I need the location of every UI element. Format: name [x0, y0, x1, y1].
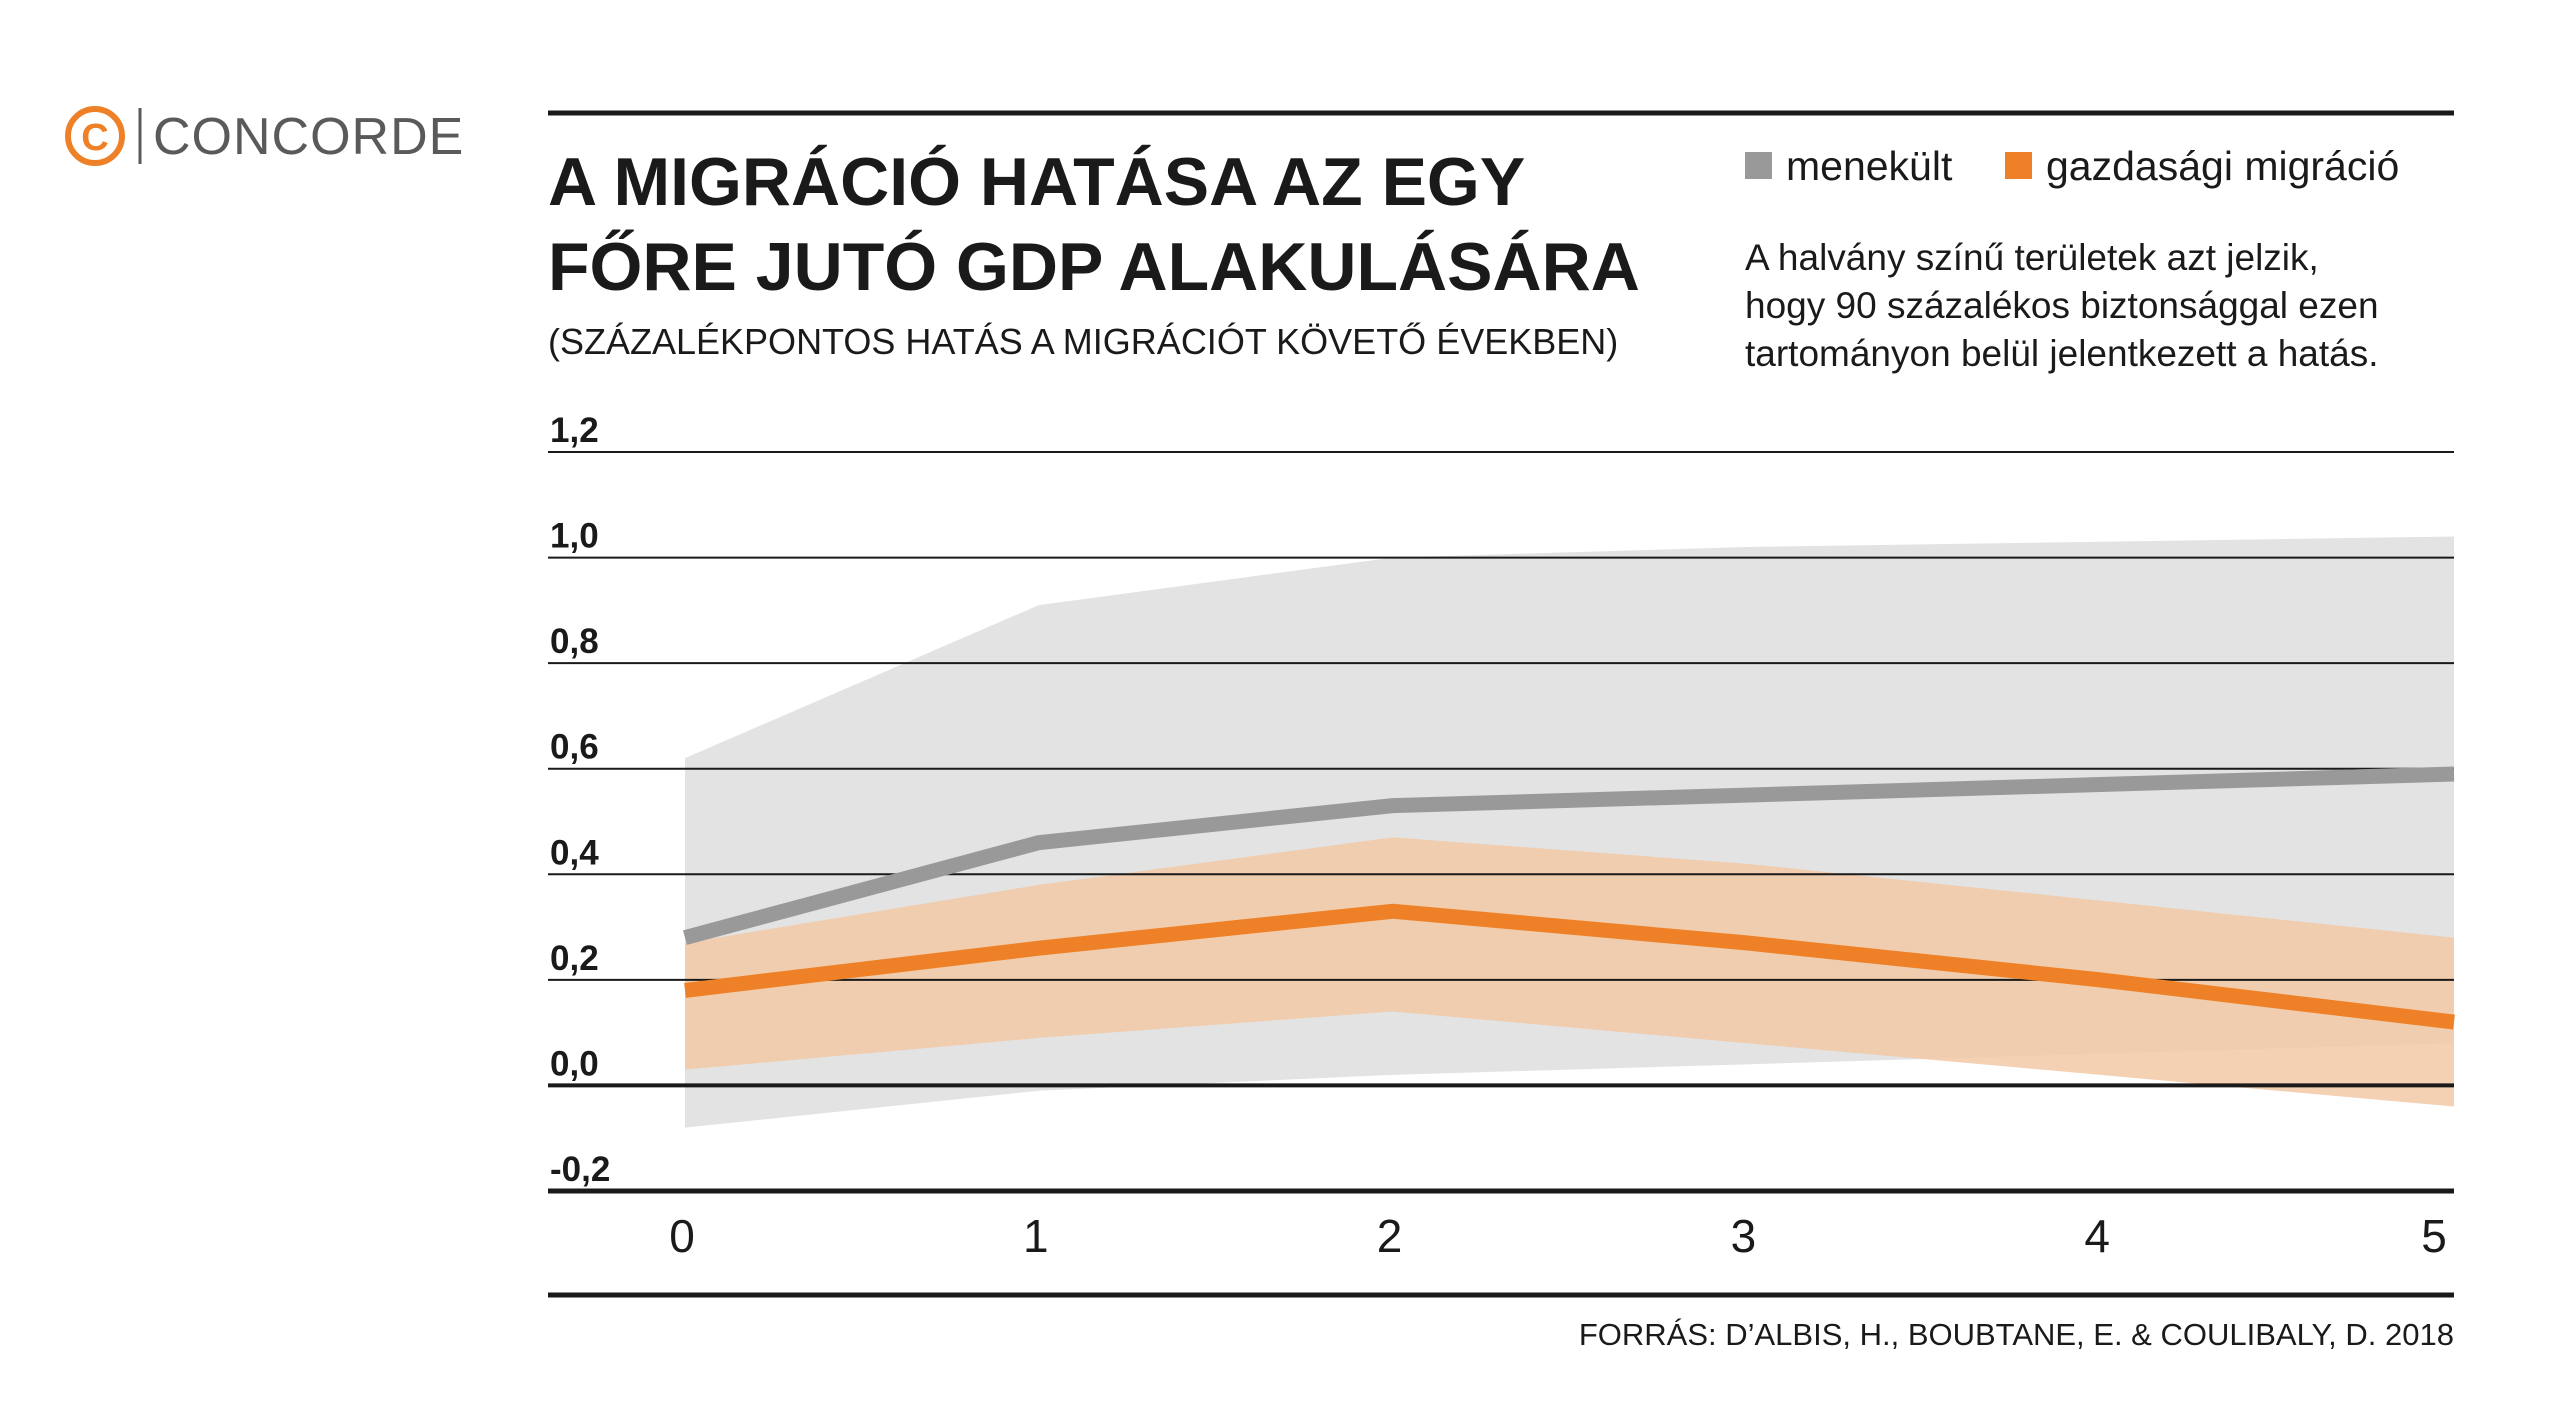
series-lines — [683, 766, 2455, 1030]
logo: C CONCORDE — [65, 106, 464, 166]
y-tick-label: 0,0 — [550, 1044, 599, 1083]
legend-swatch-refugee — [1745, 152, 1772, 179]
gridlines — [548, 451, 2454, 1194]
series-line-refugee — [683, 766, 2455, 945]
x-tick-label: 4 — [2084, 1210, 2110, 1262]
legend-label-economic: gazdasági migráció — [2046, 143, 2399, 189]
y-tick-label: 1,0 — [550, 517, 599, 556]
y-tick-label: 1,2 — [550, 411, 599, 450]
x-tick-label: 3 — [1731, 1210, 1757, 1262]
note-line-1: A halvány színű területek azt jelzik, — [1745, 237, 2319, 278]
y-tick-label: 0,4 — [550, 833, 599, 872]
y-axis-tick-labels: 1,2 1,0 0,8 0,6 0,4 0,2 0,0 -0,2 — [550, 411, 610, 1189]
confidence-band-economic — [685, 837, 2454, 1107]
x-tick-label: 5 — [2421, 1210, 2447, 1262]
legend-label-refugee: menekült — [1786, 143, 1953, 189]
x-axis-tick-labels: 0 1 2 3 4 5 — [669, 1210, 2447, 1262]
logo-c-letter: C — [81, 117, 108, 159]
chart-title-line-2: FŐRE JUTÓ GDP ALAKULÁSÁRA — [548, 229, 1640, 305]
y-tick-label: 0,6 — [550, 728, 599, 767]
logo-text: CONCORDE — [153, 108, 464, 166]
x-tick-label: 0 — [669, 1210, 695, 1262]
confidence-bands — [685, 536, 2454, 1128]
note-line-2: hogy 90 százalékos biztonsággal ezen — [1745, 285, 2379, 326]
chart-subtitle: (SZÁZALÉKPONTOS HATÁS A MIGRÁCIÓT KÖVETŐ… — [548, 321, 1618, 362]
legend-swatch-economic — [2005, 152, 2032, 179]
source-note: FORRÁS: D’ALBIS, H., BOUBTANE, E. & COUL… — [1579, 1317, 2454, 1352]
x-tick-label: 1 — [1023, 1210, 1049, 1262]
x-tick-label: 2 — [1377, 1210, 1403, 1262]
y-tick-label: 0,2 — [550, 939, 599, 978]
chart-title-line-1: A MIGRÁCIÓ HATÁSA AZ EGY — [548, 144, 1525, 220]
note-line-3: tartományon belül jelentkezett a hatás. — [1745, 333, 2379, 374]
series-line-economic — [684, 903, 2455, 1030]
y-tick-label: 0,8 — [550, 622, 599, 661]
y-tick-label: -0,2 — [550, 1150, 610, 1189]
copyright-c-icon — [65, 106, 125, 166]
legend: menekült gazdasági migráció — [1745, 143, 2399, 189]
